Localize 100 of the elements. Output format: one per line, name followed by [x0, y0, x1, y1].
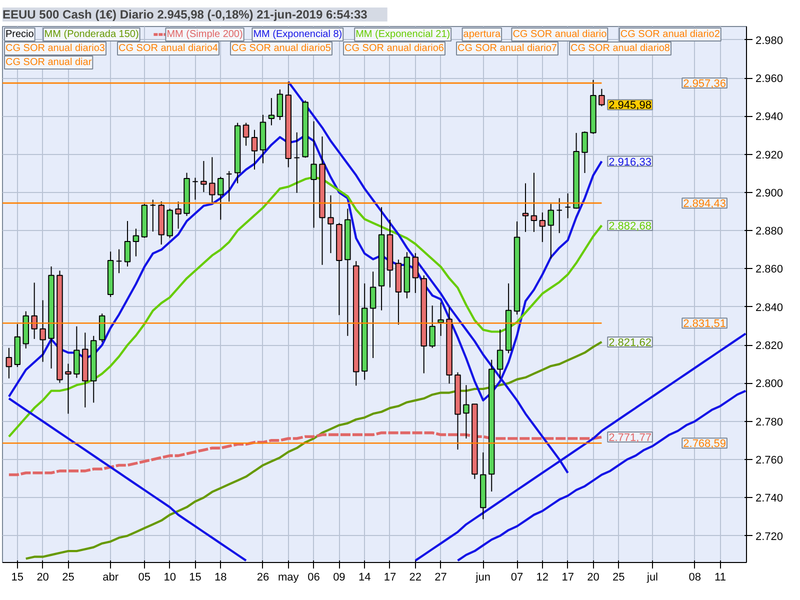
candlestick	[98, 313, 106, 343]
y-tick-label: 2.980	[756, 34, 784, 47]
candlestick	[209, 156, 216, 204]
x-tick-label: 25	[612, 572, 625, 584]
legend-label: MM (Simple 200)	[166, 29, 243, 40]
candlestick	[132, 228, 140, 257]
x-tick-label: jul	[646, 572, 658, 584]
y-tick-label: 2.800	[756, 378, 784, 390]
ref-line-label: 2.768,59	[683, 438, 726, 450]
x-tick-label: 20	[36, 572, 49, 584]
x-tick-label: 06	[308, 572, 320, 584]
y-tick-label: 2.820	[756, 340, 784, 352]
line-series	[24, 340, 603, 560]
y-tick-label: 2.920	[756, 149, 784, 162]
candlestick	[294, 132, 300, 194]
candlestick	[40, 300, 46, 362]
text: MM (Exponencial 21)	[356, 29, 450, 40]
candlestick	[116, 248, 122, 274]
x-tick-label: 07	[510, 572, 524, 584]
candlestick	[74, 326, 80, 378]
annotation: CG SOR anual diario3	[6, 43, 106, 54]
y-tick-label: 2.720	[756, 530, 784, 543]
ref-line-label: 2.957,36	[683, 78, 726, 90]
candlestick	[268, 98, 275, 126]
data-label: 2.821,62	[608, 336, 652, 349]
x-tick-label: 10	[164, 572, 176, 584]
y-tick-label: 2.880	[756, 226, 784, 238]
annotation: CG SOR anual diario5	[232, 43, 332, 54]
candlestick	[31, 282, 38, 340]
candlestick	[192, 177, 198, 200]
candlestick	[463, 384, 470, 440]
annotation: CG SOR anual diario8	[570, 43, 670, 54]
candlestick	[556, 198, 562, 234]
candlestick	[276, 88, 284, 120]
x-tick-label: 12	[536, 572, 549, 584]
annotation: CG SOR anual diario7	[458, 43, 558, 54]
annotation: CG SOR anual diar	[6, 57, 92, 68]
x-tick-label: 17	[384, 572, 396, 584]
chart-title: EEUU 500 Cash (1€) Diario 2.945,98 (-0,18%) 21-jun-2019 6:54:33	[2, 8, 368, 22]
candlestick	[124, 220, 131, 267]
annotation: CG SOR anual diario4	[118, 43, 218, 54]
candlestick	[150, 199, 156, 232]
x-tick-label: abr	[102, 572, 119, 584]
x-tick-label: 09	[333, 572, 346, 584]
text: MM (Ponderada 150)	[44, 29, 139, 40]
x-tick-label: jun	[474, 572, 490, 584]
annotation: CG SOR anual diario	[512, 29, 608, 40]
candlestick	[548, 203, 554, 260]
candlestick	[251, 129, 258, 170]
x-tick-label: 18	[214, 572, 227, 584]
y-tick-label: 2.760	[756, 454, 784, 466]
candlestick	[6, 347, 12, 379]
candlestick	[582, 130, 588, 174]
x-tick-label: 15	[11, 572, 24, 584]
y-tick-label: 2.900	[756, 187, 784, 200]
candlestick	[200, 160, 207, 193]
annotation: CG SOR anual diario2	[620, 29, 720, 40]
candlestick	[429, 305, 436, 348]
x-tick-label: 22	[409, 572, 422, 584]
x-tick-label: 20	[587, 572, 600, 584]
text: Precio	[6, 29, 34, 40]
x-tick-label: 11	[714, 572, 726, 584]
annotation: CG SOR anual diario6	[344, 43, 444, 54]
candlestick	[328, 194, 334, 254]
data-label: 2.771,77	[608, 432, 652, 444]
x-tick-label: 17	[562, 572, 574, 584]
data-label: 2.916,33	[608, 156, 652, 168]
x-tick-label: 26	[256, 572, 270, 584]
y-tick-label: 2.940	[756, 111, 784, 124]
x-tick-label: 05	[138, 572, 151, 584]
x-tick-label: may	[278, 572, 300, 584]
x-tick-label: 08	[688, 572, 701, 584]
text: MM (Exponencial 8)	[253, 29, 342, 40]
y-tick-label: 2.840	[756, 302, 784, 314]
y-tick-label: 2.780	[756, 416, 784, 428]
candlestick	[175, 201, 182, 230]
candlestick	[218, 176, 224, 220]
x-tick-label: 27	[434, 572, 447, 584]
ref-line-label: 2.831,51	[683, 318, 726, 330]
candlestick	[496, 328, 504, 380]
candlestick	[310, 120, 317, 228]
candlestick	[530, 172, 538, 232]
x-tick-label: 14	[358, 572, 371, 584]
line-series	[456, 390, 746, 562]
candlestick	[539, 212, 546, 243]
ref-line-label: 2.894,43	[683, 198, 726, 210]
text: 2.945,98	[608, 100, 652, 112]
candlestick	[370, 271, 376, 359]
candlestick	[598, 88, 605, 107]
y-tick-label: 2.860	[756, 264, 784, 276]
candlestick	[564, 192, 571, 219]
y-tick-label: 2.740	[756, 492, 784, 505]
candlestick	[242, 122, 250, 146]
x-tick-label: 25	[62, 572, 74, 584]
data-label: 2.882,68	[608, 220, 652, 232]
y-tick-label: 2.960	[756, 73, 784, 85]
candlestick	[412, 252, 419, 294]
candlestick	[522, 182, 529, 232]
annotation: apertura	[463, 29, 501, 40]
x-tick-label: 15	[189, 572, 202, 584]
